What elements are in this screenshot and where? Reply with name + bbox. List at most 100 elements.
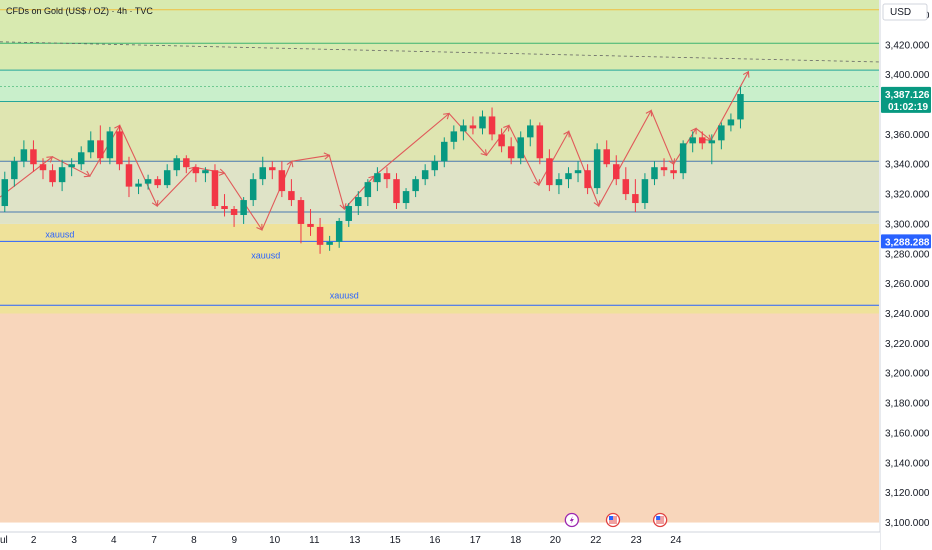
x-tick-label: 3 bbox=[71, 535, 77, 546]
candle-body-19 bbox=[183, 158, 190, 168]
candle-body-38 bbox=[364, 182, 372, 198]
price-axis[interactable]: 3,100.000 3,120.000 3,140.000 3,160.000 3,18… bbox=[879, 0, 932, 550]
price-tag-1 bbox=[881, 234, 931, 249]
zone-label-0: xauusd bbox=[45, 229, 74, 239]
candle-body-18 bbox=[173, 158, 181, 171]
candle-body-72 bbox=[689, 137, 696, 144]
candle-body-48 bbox=[460, 125, 467, 132]
candle-body-16 bbox=[154, 179, 161, 186]
y-tick-label: 3,400.000 bbox=[885, 70, 930, 81]
zone-band-0 bbox=[0, 313, 879, 523]
arrowhead-9 bbox=[323, 152, 331, 160]
x-tick-label: 9 bbox=[231, 535, 237, 546]
y-tick-label: 3,180.000 bbox=[885, 399, 930, 410]
arrowhead-22 bbox=[742, 70, 750, 78]
candle-body-75 bbox=[718, 125, 725, 141]
candle-body-45 bbox=[431, 161, 438, 171]
candle-body-3 bbox=[30, 149, 37, 165]
price-tag-0 bbox=[881, 86, 931, 113]
arrowhead-20 bbox=[690, 127, 697, 135]
candle-body-22 bbox=[211, 170, 219, 207]
flag-canton-icon bbox=[608, 516, 613, 520]
currency-button[interactable] bbox=[882, 3, 928, 21]
candle-body-56 bbox=[536, 125, 544, 159]
candle-body-10 bbox=[97, 140, 104, 159]
x-tick-label: 13 bbox=[349, 535, 361, 546]
candle-body-13 bbox=[125, 164, 133, 187]
x-tick-label: 20 bbox=[550, 535, 562, 546]
candle-body-42 bbox=[402, 191, 410, 204]
candle-body-27 bbox=[259, 167, 266, 180]
zone-layer bbox=[0, 0, 879, 523]
zone-label-layer: xauusd xauusd xauusd bbox=[45, 229, 358, 300]
arrowhead-14 bbox=[503, 124, 510, 132]
candle-body-31 bbox=[297, 200, 305, 224]
arrowhead-15 bbox=[533, 179, 541, 187]
x-tick-label: 24 bbox=[670, 535, 682, 546]
arrowhead-18 bbox=[645, 109, 653, 117]
candle-body-74 bbox=[708, 140, 716, 144]
candle-body-53 bbox=[507, 146, 515, 159]
candle-body-66 bbox=[632, 194, 639, 204]
candle-body-65 bbox=[622, 179, 630, 195]
y-tick-label: 3,260.000 bbox=[885, 279, 930, 290]
candle-body-52 bbox=[498, 134, 505, 147]
candle-body-28 bbox=[269, 167, 276, 171]
candle-body-32 bbox=[307, 223, 314, 227]
candle-body-21 bbox=[202, 170, 209, 174]
flash-bolt-icon bbox=[569, 516, 574, 524]
x-tick-label: 17 bbox=[470, 535, 482, 546]
x-tick-label: 23 bbox=[631, 535, 643, 546]
candle-body-54 bbox=[517, 137, 524, 159]
candle-body-20 bbox=[192, 167, 200, 174]
y-tick-label: 3,320.000 bbox=[885, 190, 930, 201]
candle-body-44 bbox=[421, 170, 429, 180]
zone-label-1: xauusd bbox=[251, 250, 280, 260]
arrowhead-10 bbox=[339, 203, 347, 211]
candle-body-29 bbox=[278, 170, 286, 192]
y-tick-label: 3,100.000 bbox=[885, 518, 930, 529]
candle-body-30 bbox=[288, 191, 295, 201]
x-tick-label: 2 bbox=[31, 535, 37, 546]
arrowhead-13 bbox=[480, 149, 488, 157]
candle-body-12 bbox=[116, 131, 123, 165]
candle-body-41 bbox=[393, 179, 400, 204]
candle-body-8 bbox=[77, 152, 85, 165]
candle-body-4 bbox=[39, 164, 47, 171]
candle-body-43 bbox=[412, 179, 419, 192]
candle-body-23 bbox=[221, 206, 228, 210]
candle-body-63 bbox=[603, 149, 610, 165]
candle-body-46 bbox=[441, 141, 448, 162]
candle-body-58 bbox=[555, 179, 563, 186]
arrowhead-17 bbox=[593, 200, 601, 207]
y-tick-label: 3,220.000 bbox=[885, 339, 930, 350]
candle-body-62 bbox=[593, 149, 601, 189]
dashed-trend-line bbox=[0, 41, 880, 63]
zone-band-4 bbox=[0, 70, 879, 102]
arrowhead-8 bbox=[286, 160, 294, 168]
event-icon-layer[interactable] bbox=[564, 512, 668, 528]
candle-body-9 bbox=[87, 140, 95, 153]
candle-body-34 bbox=[326, 241, 333, 245]
candle-body-50 bbox=[479, 116, 486, 129]
candle-body-69 bbox=[660, 167, 668, 171]
candle-body-73 bbox=[698, 137, 706, 144]
chart-title: CFDs on Gold (US$ / OZ) · 4h · TVC bbox=[6, 6, 153, 16]
candle-body-5 bbox=[49, 170, 56, 183]
candle-body-77 bbox=[737, 94, 744, 120]
candle-body-51 bbox=[488, 116, 496, 135]
candle-layer bbox=[1, 86, 744, 254]
y-tick-label: 3,120.000 bbox=[885, 488, 930, 499]
price-tag-value: 3,288.288 bbox=[885, 237, 930, 248]
candle-body-70 bbox=[670, 170, 677, 174]
candle-body-2 bbox=[20, 149, 28, 162]
arrowhead-2 bbox=[83, 170, 91, 178]
candle-body-60 bbox=[574, 170, 582, 174]
candle-body-24 bbox=[230, 209, 238, 215]
arrowhead-7 bbox=[256, 223, 263, 231]
price-tag-value: 3,387.126 bbox=[885, 90, 930, 101]
time-axis[interactable]: ul 2 3 4 7 8 9 10 11 13 15 16 17 18 20 22 23 24 bbox=[0, 531, 880, 550]
